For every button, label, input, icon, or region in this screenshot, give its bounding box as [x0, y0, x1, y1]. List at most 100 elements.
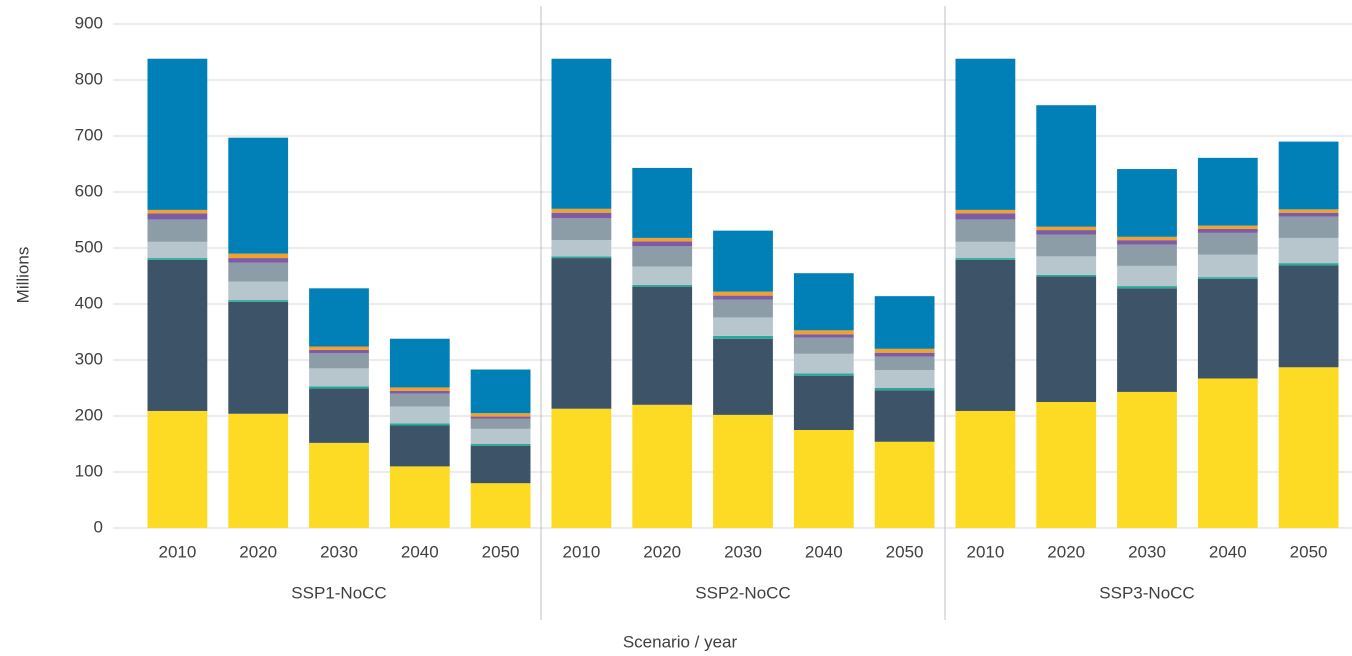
bar-segment — [632, 266, 693, 285]
x-tick-label: 2010 — [966, 542, 1004, 561]
bar-segment — [309, 386, 369, 389]
bar-segment — [1117, 236, 1177, 241]
bar-segment — [147, 410, 208, 528]
bar-segment — [1036, 274, 1097, 277]
bar-segment — [1036, 105, 1097, 227]
bar-segment — [1278, 209, 1339, 213]
bar-segment — [389, 390, 450, 394]
x-tick-label: 2030 — [1128, 542, 1166, 561]
bar-segment — [309, 353, 369, 369]
bar-segment — [228, 253, 289, 259]
bar-segment — [228, 300, 289, 302]
bar-segment — [955, 219, 1016, 242]
bar-segment — [1197, 228, 1258, 233]
bar-segment — [955, 258, 1016, 260]
bar-segment — [389, 406, 450, 424]
bar-segment — [793, 373, 854, 376]
y-tick-label: 400 — [75, 293, 103, 312]
bar-segment — [147, 219, 208, 242]
bar-segment — [1278, 265, 1339, 368]
bar-segment — [309, 442, 369, 528]
bar-segment — [1117, 286, 1177, 289]
y-tick-label: 0 — [94, 517, 103, 536]
bar-segment — [1278, 263, 1339, 266]
bar-segment — [955, 259, 1016, 411]
bar-segment — [228, 137, 289, 254]
bar-segment — [793, 430, 854, 528]
bar-segment — [228, 262, 289, 282]
y-tick-label: 200 — [75, 405, 103, 424]
bar-segment — [1036, 402, 1097, 528]
bar-segment — [713, 299, 773, 318]
bar-segment — [470, 445, 531, 484]
bar-segment — [228, 281, 289, 301]
bar-segment — [632, 246, 693, 267]
bar-segment — [632, 241, 693, 247]
bar-segment — [389, 387, 450, 391]
y-tick-label: 600 — [75, 181, 103, 200]
bar-segment — [632, 167, 693, 238]
bar-segment — [470, 428, 531, 444]
x-tick-label: 2050 — [1290, 542, 1328, 561]
bar-segment — [955, 410, 1016, 528]
bar-segment — [793, 334, 854, 338]
bar-segment — [1117, 288, 1177, 392]
bar-segment — [632, 237, 693, 242]
x-tick-label: 2040 — [401, 542, 439, 561]
bar-segment — [551, 256, 612, 259]
bar-segment — [389, 425, 450, 467]
group-label: SSP1-NoCC — [291, 583, 386, 602]
bar-segment — [1036, 230, 1097, 235]
bar-segment — [1197, 278, 1258, 379]
bar-segment — [713, 230, 773, 292]
bar-segment — [1117, 244, 1177, 266]
bar-segment — [309, 288, 369, 347]
bar-segment — [874, 296, 935, 349]
bar-segment — [874, 390, 935, 442]
bar-segment — [1117, 265, 1177, 287]
y-tick-label: 700 — [75, 125, 103, 144]
x-tick-label: 2020 — [1047, 542, 1085, 561]
bar-segment — [470, 369, 531, 414]
bar-segment — [389, 338, 450, 388]
bar-segment — [632, 284, 693, 287]
bar-segment — [147, 258, 208, 260]
bar-segment — [228, 258, 289, 263]
bar-segment — [228, 413, 289, 528]
group-label: SSP3-NoCC — [1099, 583, 1194, 602]
bar-segment — [713, 291, 773, 296]
bar-segment — [309, 349, 369, 354]
y-tick-label: 800 — [75, 69, 103, 88]
bar-segment — [1117, 240, 1177, 245]
bar-segment — [955, 241, 1016, 259]
x-tick-label: 2030 — [320, 542, 358, 561]
bar-segment — [551, 212, 612, 219]
bar-segment — [713, 317, 773, 336]
bar-segment — [551, 208, 612, 213]
x-tick-label: 2010 — [158, 542, 196, 561]
y-tick-label: 500 — [75, 237, 103, 256]
x-tick-label: 2050 — [886, 542, 924, 561]
bar-segment — [228, 301, 289, 414]
bar-segment — [874, 370, 935, 388]
bar-segment — [874, 441, 935, 528]
x-tick-label: 2020 — [239, 542, 277, 561]
y-axis-title: Millions — [13, 247, 32, 304]
bar-segment — [793, 353, 854, 374]
bar-segment — [1197, 378, 1258, 528]
x-tick-label: 2050 — [482, 542, 520, 561]
bar-segment — [470, 416, 531, 419]
x-tick-label: 2020 — [643, 542, 681, 561]
bar-segment — [551, 258, 612, 409]
bar-segment — [793, 273, 854, 331]
bar-segment — [389, 466, 450, 528]
bar-segment — [551, 408, 612, 528]
bar-segment — [1197, 157, 1258, 226]
bar-segment — [389, 393, 450, 407]
bar-segment — [551, 58, 612, 209]
bar-segment — [1117, 169, 1177, 237]
bar-segment — [1197, 232, 1258, 255]
x-tick-label: 2040 — [1209, 542, 1247, 561]
bar-segment — [551, 240, 612, 257]
bar-segment — [955, 213, 1016, 220]
